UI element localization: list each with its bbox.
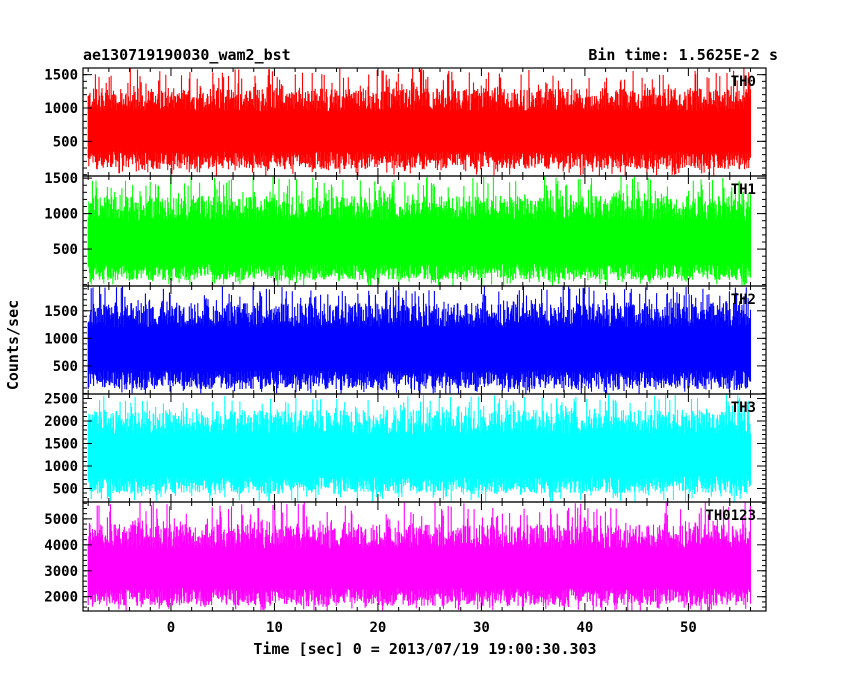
y-tick-label: 2000 <box>44 590 78 606</box>
y-tick-label: 1500 <box>44 171 78 187</box>
panel-name-label: TH0 <box>731 74 756 90</box>
panel-frame <box>82 501 767 612</box>
x-tick-labels: 0 10 20 30 40 50 <box>167 620 697 636</box>
panel-th1: 500 1000 1500 TH1 <box>44 171 767 287</box>
panel-name-label: TH1 <box>731 182 756 198</box>
y-tick-label: 2500 <box>44 392 78 408</box>
panel-th0: 500 1000 1500 TH0 <box>44 67 767 177</box>
panel-th2: 500 1000 1500 TH2 <box>44 285 767 395</box>
y-tick-label: 1000 <box>44 459 78 475</box>
x-tick-label: 10 <box>266 620 283 636</box>
x-tick-label: 0 <box>167 620 175 636</box>
y-tick-label: 1500 <box>44 437 78 453</box>
y-tick-label: 5000 <box>44 512 78 528</box>
series-core-th0 <box>88 111 751 152</box>
x-axis-label: Time [sec] 0 = 2013/07/19 19:00:30.303 <box>253 640 596 658</box>
y-tick-label: 500 <box>53 242 78 258</box>
panel-name-label: TH2 <box>731 292 756 308</box>
series-core-th3 <box>88 434 751 476</box>
x-tick-label: 40 <box>576 620 593 636</box>
y-tick-label: 500 <box>53 482 78 498</box>
y-tick-label: 1500 <box>44 68 78 84</box>
x-tick-label: 30 <box>473 620 490 636</box>
x-tick-label: 20 <box>370 620 387 636</box>
panels-group: 500 1000 1500 TH0 500 1000 1500 TH1 500 1000 1500 T… <box>44 67 767 612</box>
series-core-th2 <box>88 327 751 371</box>
y-axis-label: Counts/sec <box>4 300 22 390</box>
panel-th3: 500 1000 1500 2000 2500 TH3 <box>44 392 767 503</box>
x-tick-label: 50 <box>680 620 697 636</box>
y-tick-label: 1000 <box>44 331 78 347</box>
y-tick-label: 500 <box>53 134 78 150</box>
panel-name-label: TH0123 <box>705 508 756 524</box>
y-tick-label: 1500 <box>44 304 78 320</box>
chart-title: ae130719190030_wam2_bst <box>83 46 291 64</box>
y-tick-label: 1000 <box>44 101 78 117</box>
y-tick-label: 500 <box>53 359 78 375</box>
panel-th0123: 2000 3000 4000 5000 TH0123 <box>44 501 767 612</box>
bin-time-label: Bin time: 1.5625E-2 s <box>588 46 778 64</box>
y-tick-label: 2000 <box>44 414 78 430</box>
series-core-th1 <box>88 220 751 264</box>
panel-name-label: TH3 <box>731 400 756 416</box>
series-core-th0123 <box>88 548 751 588</box>
y-tick-label: 4000 <box>44 538 78 554</box>
y-tick-label: 3000 <box>44 564 78 580</box>
y-tick-label: 1000 <box>44 207 78 223</box>
